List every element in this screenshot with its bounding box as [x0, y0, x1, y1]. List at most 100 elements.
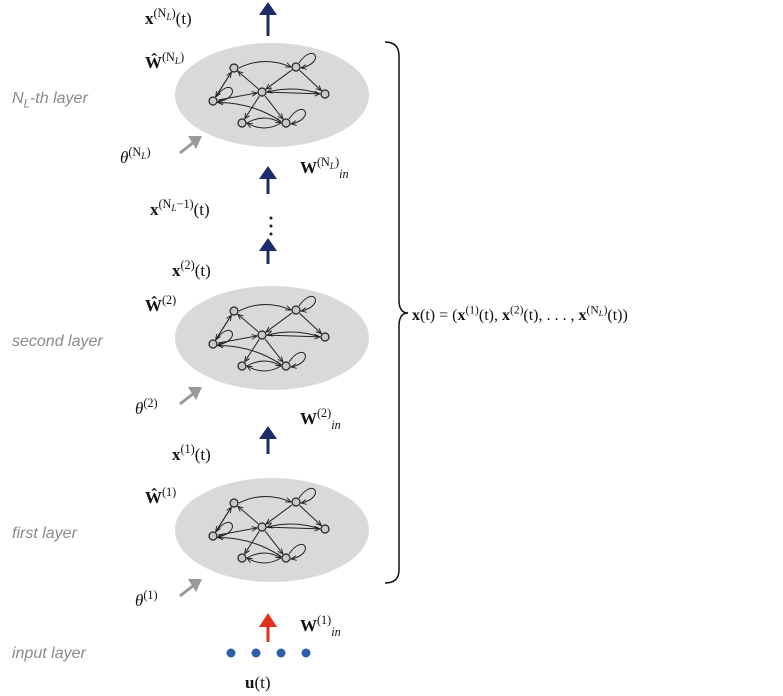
layer-name: NL-th layer	[12, 90, 88, 111]
layer-name: second layer	[12, 333, 103, 350]
recurrent-weights: Ŵ(NL)	[145, 50, 184, 72]
collected-state-part: (2)	[510, 304, 524, 316]
input-weights: W(2)in	[300, 406, 341, 432]
neuron	[209, 340, 217, 348]
bias-part: (2)	[143, 396, 157, 410]
collected-state-part: (t), . . . ,	[523, 307, 578, 324]
neuron	[238, 119, 246, 127]
neuron	[292, 306, 300, 314]
layer-state: x(NL)(t)	[145, 6, 192, 28]
neuron	[282, 119, 290, 127]
collected-state-part: x	[579, 307, 587, 324]
input-signal-part: u	[245, 673, 254, 692]
recurrent-weights-part: (N	[162, 50, 175, 64]
collected-state-part: (1)	[465, 304, 479, 316]
input-weights-part: in	[331, 418, 340, 432]
recurrent-weights: Ŵ(2)	[145, 293, 176, 315]
recurrent-weights-part: (2)	[162, 293, 176, 307]
recurrent-weights-part: )	[180, 50, 184, 64]
layer-state: x(NL−1)(t)	[150, 197, 210, 219]
input-nodes	[227, 649, 311, 658]
neuron	[258, 523, 266, 531]
neuron	[282, 554, 290, 562]
layer-state-part: (t)	[195, 261, 211, 280]
bias-arrow-head	[188, 136, 202, 149]
collected-state: x(t) = (x(1)(t), x(2)(t), . . . , x(NL)(…	[412, 304, 628, 324]
bias-arrow-head	[188, 579, 202, 592]
layer-state-part: (t)	[176, 9, 192, 28]
bias: θ(NL)	[120, 145, 151, 167]
input-weights-part: (1)	[317, 613, 331, 627]
layer-state-part: (N	[159, 197, 172, 211]
neuron	[321, 90, 329, 98]
neuron	[230, 64, 238, 72]
collected-state-part: x	[412, 307, 420, 324]
neuron	[258, 88, 266, 96]
collected-state-part: (t))	[607, 307, 627, 324]
layer-name-part: second layer	[12, 333, 103, 350]
layer-name: first layer	[12, 525, 78, 542]
collected-state-part: (t),	[479, 307, 502, 324]
brace	[385, 42, 408, 583]
diagram: first layerŴ(1)θ(1)W(1)insecond layerŴ(2…	[0, 0, 783, 696]
layer-name-part: -th layer	[30, 90, 88, 107]
recurrent-weights-part: (1)	[162, 485, 176, 499]
neuron	[258, 331, 266, 339]
bias-arrow-shaft	[180, 142, 194, 153]
input-arrow	[259, 613, 277, 642]
bias-part: θ	[135, 591, 143, 610]
ellipsis	[270, 217, 273, 236]
reservoir	[175, 286, 369, 390]
neuron	[238, 362, 246, 370]
neuron	[292, 498, 300, 506]
input-weights-part: W	[300, 158, 317, 177]
recurrent-weights: Ŵ(1)	[145, 485, 176, 507]
recurrent-weights-part: Ŵ	[145, 296, 162, 315]
input-signal-part: (t)	[254, 673, 270, 692]
bias-arrow-shaft	[180, 393, 194, 404]
collected-state-part: (t) = (	[420, 307, 457, 324]
neuron	[321, 333, 329, 341]
bias-part: (1)	[143, 588, 157, 602]
reservoir-bg	[175, 43, 369, 147]
neuron	[292, 63, 300, 71]
neuron	[230, 307, 238, 315]
input-layer-name-part: input layer	[12, 645, 86, 662]
bias-part: )	[146, 145, 150, 159]
input-weights-part: W	[300, 616, 317, 635]
input-weights: W(NL)in	[300, 155, 349, 181]
reservoir	[175, 43, 369, 147]
input-weights-part: (N	[317, 155, 330, 169]
layer-state-part: (t)	[194, 200, 210, 219]
bias: θ(2)	[135, 396, 158, 418]
neuron	[321, 525, 329, 533]
bias-arrow	[180, 136, 202, 153]
input-weights-part: W	[300, 409, 317, 428]
neuron	[230, 499, 238, 507]
layer-state-part: (1)	[181, 442, 195, 456]
layer-state-part: (t)	[195, 445, 211, 464]
bias-arrow	[180, 387, 202, 404]
layer-state-part: (2)	[181, 258, 195, 272]
bias-arrow-head	[188, 387, 202, 400]
collected-state-part: x	[457, 307, 465, 324]
layer-name-part: N	[12, 90, 24, 107]
bias: θ(1)	[135, 588, 158, 610]
collected-state-part: x	[502, 307, 510, 324]
reservoir-bg	[175, 478, 369, 582]
neuron	[238, 554, 246, 562]
input-weights-part: in	[331, 625, 340, 639]
neuron	[209, 97, 217, 105]
input-signal: u(t)	[245, 673, 271, 692]
layer-state: x(1)(t)	[172, 442, 211, 464]
bias-part: (N	[128, 145, 141, 159]
neuron	[282, 362, 290, 370]
reservoir-bg	[175, 286, 369, 390]
collected-state-part: (N	[587, 304, 600, 316]
recurrent-weights-part: Ŵ	[145, 488, 162, 507]
layer-state-part: (N	[154, 6, 167, 20]
layer-state-part: −1)	[177, 197, 194, 211]
layer-state: x(2)(t)	[172, 258, 211, 280]
input-weights: W(1)in	[300, 613, 341, 639]
bias-part: θ	[135, 399, 143, 418]
